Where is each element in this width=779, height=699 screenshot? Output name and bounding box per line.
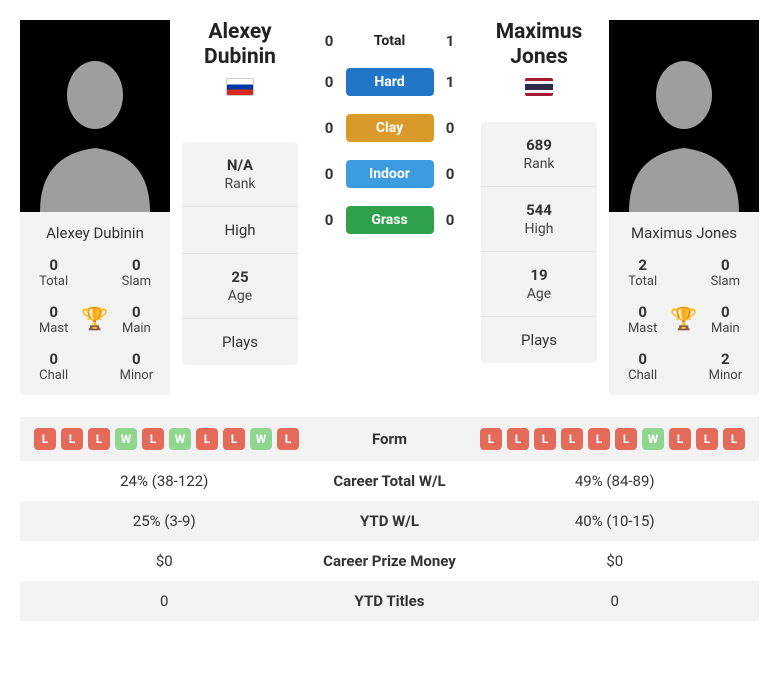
form-chip-win[interactable]: W: [169, 428, 191, 450]
p1-slam-cell: 0Slam: [109, 256, 164, 289]
h2h-indoor-row: 0 Indoor 0: [310, 160, 469, 188]
form-chip-loss[interactable]: L: [723, 428, 745, 450]
p2-plays-row: Plays: [481, 317, 597, 363]
player2-name-block: Maximus Jones: [481, 20, 597, 100]
h2h-grass-row: 0 Grass 0: [310, 206, 469, 234]
p2-age-row: 19Age: [481, 252, 597, 317]
p2-prize-money: $0: [485, 552, 746, 570]
h2h-clay-row: 0 Clay 0: [310, 114, 469, 142]
prize-money-label: Career Prize Money: [295, 552, 485, 570]
ytd-titles-row: 0 YTD Titles 0: [20, 581, 759, 621]
form-chip-loss[interactable]: L: [480, 428, 502, 450]
p2-mast-cell: 0Mast: [615, 303, 670, 336]
player1-flag-wrap: [182, 78, 298, 100]
p1-high-row: High: [182, 207, 298, 254]
surface-grass-badge[interactable]: Grass: [346, 206, 434, 234]
top-section: Alexey Dubinin 0Total 0Slam 0Mast 🏆 0Mai…: [20, 20, 759, 395]
form-chip-loss[interactable]: L: [534, 428, 556, 450]
player1-name[interactable]: Alexey Dubinin: [182, 20, 298, 70]
trophy-icon: 🏆: [670, 307, 697, 332]
form-chip-win[interactable]: W: [115, 428, 137, 450]
silhouette-icon: [20, 20, 170, 212]
prize-money-row: $0 Career Prize Money $0: [20, 541, 759, 581]
form-row: LLLWLWLLWL Form LLLLLLWLLL: [20, 417, 759, 461]
p1-ytd-wl: 25% (3-9): [34, 512, 295, 530]
p2-high-row: 544High: [481, 187, 597, 252]
flag-ru-icon: [226, 78, 254, 96]
p1-age-row: 25Age: [182, 254, 298, 319]
player2-photo: [609, 20, 759, 212]
form-chip-loss[interactable]: L: [34, 428, 56, 450]
form-chip-loss[interactable]: L: [696, 428, 718, 450]
h2h-total-label: Total: [346, 33, 434, 49]
p1-chall-cell: 0Chall: [26, 350, 81, 383]
form-label: Form: [299, 430, 480, 448]
p1-plays-row: Plays: [182, 319, 298, 365]
p1-mast-cell: 0Mast: [26, 303, 81, 336]
form-chip-win[interactable]: W: [642, 428, 664, 450]
comparison-table: LLLWLWLLWL Form LLLLLLWLLL 24% (38-122) …: [20, 417, 759, 621]
player2-stats-box: 689Rank 544High 19Age Plays: [481, 122, 597, 363]
h2h-hard-row: 0 Hard 1: [310, 68, 469, 96]
form-chip-loss[interactable]: L: [88, 428, 110, 450]
player2-name[interactable]: Maximus Jones: [481, 20, 597, 70]
p1-total-cell: 0Total: [26, 256, 81, 289]
player1-titles-name: Alexey Dubinin: [26, 224, 164, 242]
h2h-total-row: 0 Total 1: [310, 32, 469, 50]
silhouette-icon: [609, 20, 759, 212]
p2-minor-cell: 2Minor: [698, 350, 753, 383]
form-chip-win[interactable]: W: [250, 428, 272, 450]
player2-titles-name: Maximus Jones: [615, 224, 753, 242]
p2-total-cell: 2Total: [615, 256, 670, 289]
p2-rank-row: 689Rank: [481, 122, 597, 187]
form-chip-loss[interactable]: L: [223, 428, 245, 450]
p1-prize-money: $0: [34, 552, 295, 570]
form-chip-loss[interactable]: L: [142, 428, 164, 450]
p1-rank-row: N/ARank: [182, 142, 298, 207]
h2h-column: 0 Total 1 0 Hard 1 0 Clay 0 0 Indoor 0 0…: [310, 20, 469, 252]
form-chip-loss[interactable]: L: [561, 428, 583, 450]
player2-info-column: Maximus Jones 689Rank 544High 19Age Play…: [481, 20, 597, 363]
form-chip-loss[interactable]: L: [669, 428, 691, 450]
player1-info-column: Alexey Dubinin N/ARank High 25Age Plays: [182, 20, 298, 365]
p1-career-wl: 24% (38-122): [34, 472, 295, 490]
p2-form-chips: LLLLLLWLLL: [480, 428, 745, 450]
p2-chall-cell: 0Chall: [615, 350, 670, 383]
p1-minor-cell: 0Minor: [109, 350, 164, 383]
career-wl-label: Career Total W/L: [295, 472, 485, 490]
p2-career-wl: 49% (84-89): [485, 472, 746, 490]
form-chip-loss[interactable]: L: [277, 428, 299, 450]
form-chip-loss[interactable]: L: [588, 428, 610, 450]
player2-column: Maximus Jones 2Total 0Slam 0Mast 🏆 0Main…: [609, 20, 759, 395]
player1-column: Alexey Dubinin 0Total 0Slam 0Mast 🏆 0Mai…: [20, 20, 170, 395]
form-chip-loss[interactable]: L: [61, 428, 83, 450]
player1-photo: [20, 20, 170, 212]
form-chip-loss[interactable]: L: [196, 428, 218, 450]
p1-form-chips: LLLWLWLLWL: [34, 428, 299, 450]
surface-indoor-badge[interactable]: Indoor: [346, 160, 434, 188]
player1-name-block: Alexey Dubinin: [182, 20, 298, 100]
p2-slam-cell: 0Slam: [698, 256, 753, 289]
p2-main-cell: 0Main: [698, 303, 753, 336]
ytd-wl-label: YTD W/L: [295, 512, 485, 530]
surface-hard-badge[interactable]: Hard: [346, 68, 434, 96]
p1-main-cell: 0Main: [109, 303, 164, 336]
player2-flag-wrap: [481, 78, 597, 100]
surface-clay-badge[interactable]: Clay: [346, 114, 434, 142]
player2-titles-card: Maximus Jones 2Total 0Slam 0Mast 🏆 0Main…: [609, 212, 759, 395]
player2-titles-grid: 2Total 0Slam 0Mast 🏆 0Main 0Chall 2Minor: [615, 256, 753, 383]
p2-ytd-wl: 40% (10-15): [485, 512, 746, 530]
trophy-icon: 🏆: [81, 307, 108, 332]
p1-ytd-titles: 0: [34, 592, 295, 610]
player1-titles-grid: 0Total 0Slam 0Mast 🏆 0Main 0Chall 0Minor: [26, 256, 164, 383]
career-wl-row: 24% (38-122) Career Total W/L 49% (84-89…: [20, 461, 759, 501]
form-chip-loss[interactable]: L: [507, 428, 529, 450]
ytd-wl-row: 25% (3-9) YTD W/L 40% (10-15): [20, 501, 759, 541]
p2-ytd-titles: 0: [485, 592, 746, 610]
flag-th-icon: [525, 78, 553, 96]
player1-stats-box: N/ARank High 25Age Plays: [182, 142, 298, 365]
player1-titles-card: Alexey Dubinin 0Total 0Slam 0Mast 🏆 0Mai…: [20, 212, 170, 395]
ytd-titles-label: YTD Titles: [295, 592, 485, 610]
form-chip-loss[interactable]: L: [615, 428, 637, 450]
